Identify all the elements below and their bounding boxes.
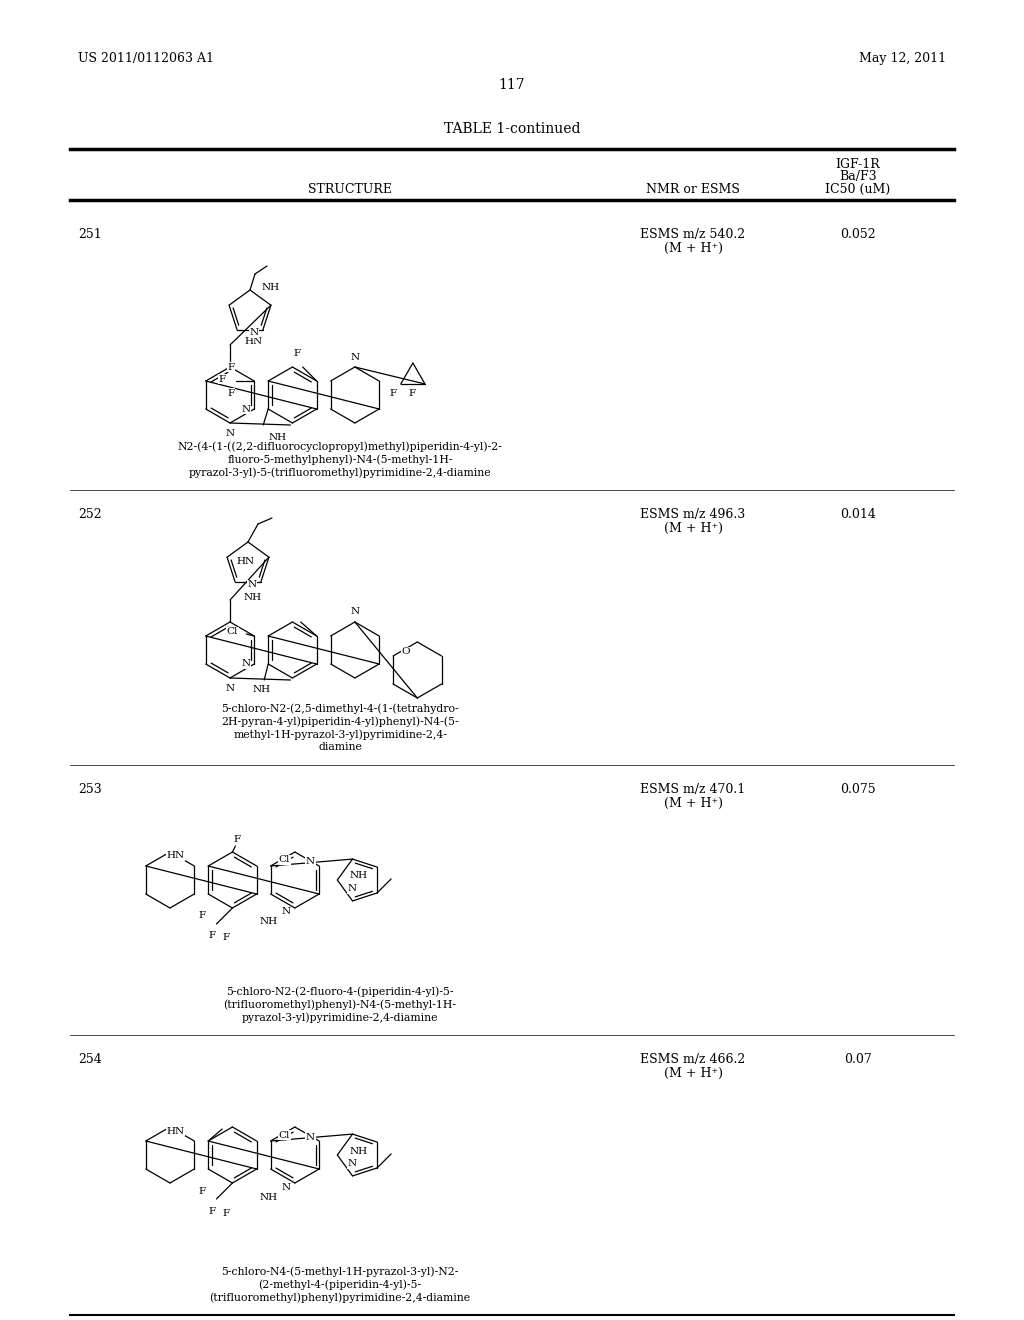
Text: Ba/F3: Ba/F3 [840, 170, 877, 183]
Text: diamine: diamine [318, 742, 361, 752]
Text: NH: NH [244, 593, 262, 602]
Text: 252: 252 [78, 508, 101, 521]
Text: May 12, 2011: May 12, 2011 [859, 51, 946, 65]
Text: HN: HN [166, 1126, 184, 1135]
Text: F: F [389, 389, 396, 399]
Text: STRUCTURE: STRUCTURE [308, 183, 392, 195]
Text: N: N [350, 352, 359, 362]
Text: 5-chloro-N2-(2,5-dimethyl-4-(1-(tetrahydro-: 5-chloro-N2-(2,5-dimethyl-4-(1-(tetrahyd… [221, 704, 459, 714]
Text: (2-methyl-4-(piperidin-4-yl)-5-: (2-methyl-4-(piperidin-4-yl)-5- [258, 1279, 422, 1290]
Text: 117: 117 [499, 78, 525, 92]
Text: ESMS m/z 540.2: ESMS m/z 540.2 [640, 228, 745, 242]
Text: pyrazol-3-yl)pyrimidine-2,4-diamine: pyrazol-3-yl)pyrimidine-2,4-diamine [242, 1012, 438, 1023]
Text: N: N [225, 684, 234, 693]
Text: NH: NH [262, 282, 281, 292]
Text: 254: 254 [78, 1053, 101, 1067]
Text: Cl: Cl [279, 855, 290, 865]
Text: ESMS m/z 470.1: ESMS m/z 470.1 [640, 783, 745, 796]
Text: IC50 (uM): IC50 (uM) [825, 183, 891, 195]
Text: HN: HN [166, 851, 184, 861]
Text: 253: 253 [78, 783, 101, 796]
Text: F: F [223, 1209, 230, 1217]
Text: F: F [199, 912, 206, 920]
Text: N: N [241, 404, 250, 413]
Text: 0.075: 0.075 [840, 783, 876, 796]
Text: F: F [233, 836, 241, 845]
Text: N: N [306, 858, 315, 866]
Text: N: N [348, 884, 357, 894]
Text: N: N [248, 581, 257, 589]
Text: F: F [199, 1187, 206, 1196]
Text: (trifluoromethyl)phenyl)-N4-(5-methyl-1H-: (trifluoromethyl)phenyl)-N4-(5-methyl-1H… [223, 999, 457, 1010]
Text: NH: NH [268, 433, 287, 441]
Text: F: F [409, 389, 416, 399]
Text: TABLE 1-continued: TABLE 1-continued [443, 121, 581, 136]
Text: fluoro-5-methylphenyl)-N4-(5-methyl-1H-: fluoro-5-methylphenyl)-N4-(5-methyl-1H- [227, 454, 453, 465]
Text: IGF-1R: IGF-1R [836, 158, 881, 172]
Text: 0.014: 0.014 [840, 508, 876, 521]
Text: N2-(4-(1-((2,2-difluorocyclopropyl)methyl)piperidin-4-yl)-2-: N2-(4-(1-((2,2-difluorocyclopropyl)methy… [177, 441, 503, 451]
Text: F: F [209, 1206, 216, 1216]
Text: 251: 251 [78, 228, 101, 242]
Text: 0.07: 0.07 [844, 1053, 871, 1067]
Text: ESMS m/z 466.2: ESMS m/z 466.2 [640, 1053, 745, 1067]
Text: 5-chloro-N2-(2-fluoro-4-(piperidin-4-yl)-5-: 5-chloro-N2-(2-fluoro-4-(piperidin-4-yl)… [226, 986, 454, 997]
Text: O: O [401, 648, 410, 656]
Text: (M + H⁺): (M + H⁺) [664, 521, 723, 535]
Text: F: F [209, 932, 216, 940]
Text: F: F [223, 933, 230, 942]
Text: N: N [282, 1183, 291, 1192]
Text: 0.052: 0.052 [840, 228, 876, 242]
Text: (M + H⁺): (M + H⁺) [664, 797, 723, 810]
Text: N: N [348, 1159, 357, 1168]
Text: N: N [306, 1133, 315, 1142]
Text: F: F [227, 363, 234, 371]
Text: NMR or ESMS: NMR or ESMS [646, 183, 740, 195]
Text: N: N [241, 660, 250, 668]
Text: Cl: Cl [279, 1130, 290, 1139]
Text: NH: NH [260, 917, 278, 927]
Text: NH: NH [252, 685, 270, 694]
Text: N: N [350, 607, 359, 616]
Text: N: N [225, 429, 234, 438]
Text: NH: NH [349, 871, 368, 880]
Text: NH: NH [260, 1192, 278, 1201]
Text: methyl-1H-pyrazol-3-yl)pyrimidine-2,4-: methyl-1H-pyrazol-3-yl)pyrimidine-2,4- [233, 729, 446, 739]
Text: HN: HN [244, 338, 262, 346]
Text: F: F [227, 388, 234, 397]
Text: pyrazol-3-yl)-5-(trifluoromethyl)pyrimidine-2,4-diamine: pyrazol-3-yl)-5-(trifluoromethyl)pyrimid… [188, 467, 492, 478]
Text: ESMS m/z 496.3: ESMS m/z 496.3 [640, 508, 745, 521]
Text: N: N [282, 908, 291, 916]
Text: F: F [294, 350, 301, 359]
Text: 2H-pyran-4-yl)piperidin-4-yl)phenyl)-N4-(5-: 2H-pyran-4-yl)piperidin-4-yl)phenyl)-N4-… [221, 715, 459, 726]
Text: NH: NH [349, 1147, 368, 1155]
Text: (trifluoromethyl)phenyl)pyrimidine-2,4-diamine: (trifluoromethyl)phenyl)pyrimidine-2,4-d… [210, 1292, 471, 1303]
Text: HN: HN [237, 557, 255, 566]
Text: N: N [250, 329, 259, 338]
Text: F: F [219, 375, 226, 384]
Text: (M + H⁺): (M + H⁺) [664, 242, 723, 255]
Text: US 2011/0112063 A1: US 2011/0112063 A1 [78, 51, 214, 65]
Text: (M + H⁺): (M + H⁺) [664, 1067, 723, 1080]
Text: Cl: Cl [227, 627, 239, 636]
Text: 5-chloro-N4-(5-methyl-1H-pyrazol-3-yl)-N2-: 5-chloro-N4-(5-methyl-1H-pyrazol-3-yl)-N… [221, 1266, 459, 1276]
